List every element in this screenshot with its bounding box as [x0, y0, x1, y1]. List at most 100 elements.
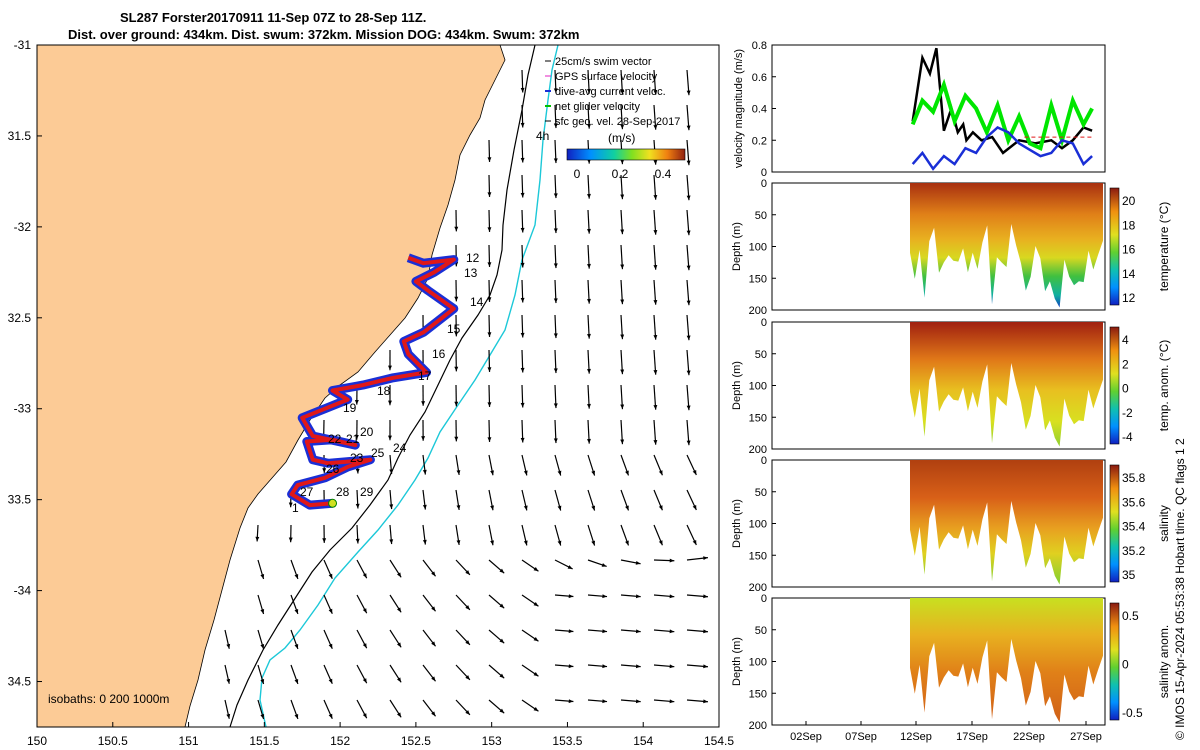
current-arrow-head — [620, 439, 625, 445]
colorbar-tick-label: 35.6 — [1122, 495, 1146, 509]
depth-tick-label: 100 — [749, 242, 767, 254]
current-arrow-head — [703, 556, 708, 561]
title-line-2: Dist. over ground: 434km. Dist. swum: 37… — [68, 27, 580, 42]
current-arrow-head — [260, 714, 265, 719]
current-arrow-head — [686, 335, 691, 341]
colorbar-tick-label: 35.2 — [1122, 544, 1146, 558]
map-ytick-label: 31.5 — [8, 129, 32, 143]
current-arrow-head — [587, 263, 591, 269]
colorbar-tick-label: 35 — [1122, 568, 1136, 582]
current-arrow-head — [294, 608, 299, 614]
current-arrow-head — [355, 468, 360, 474]
current-arrow-head — [328, 678, 333, 684]
depth-tick-label: 200 — [749, 582, 767, 594]
colorbar-tick-label: 20 — [1122, 194, 1136, 208]
current-arrow-head — [686, 125, 691, 131]
current-arrow-head — [294, 713, 299, 719]
current-arrow-head — [454, 226, 459, 232]
current-arrow-head — [587, 368, 591, 374]
current-arrow-head — [533, 566, 539, 572]
map-ytick-label: -33 — [14, 402, 32, 416]
current-arrow-head — [635, 699, 641, 704]
map-ytick-label: 33.5 — [8, 493, 32, 507]
current-arrow-head — [454, 436, 459, 442]
depth-tick-label: 100 — [749, 519, 767, 531]
map-xtick-label: 150 — [27, 734, 47, 748]
current-arrow-head — [635, 560, 641, 565]
day-label: 13 — [464, 266, 478, 280]
colorbar-tick-label: 4 — [1122, 333, 1129, 347]
colorbar-tick-label: 0 — [1122, 382, 1129, 396]
current-arrow-head — [602, 629, 608, 634]
current-arrow-head — [568, 629, 574, 634]
current-arrow-head — [553, 193, 558, 199]
current-arrow-head — [669, 699, 675, 704]
current-arrow-head — [487, 227, 492, 232]
current-arrow-head — [388, 365, 392, 371]
current-arrow-head — [553, 368, 558, 374]
glider-path — [289, 255, 456, 508]
glider-track — [287, 253, 459, 510]
date-tick-label: 12Sep — [900, 731, 932, 743]
current-arrow-head — [487, 367, 492, 372]
current-arrow-head — [520, 437, 525, 443]
current-arrow-head — [294, 678, 299, 684]
current-arrow-head — [658, 540, 663, 546]
current-arrows — [224, 69, 709, 720]
legend-gps: GPS surface velocity — [555, 71, 658, 83]
current-arrow-head — [520, 402, 525, 408]
current-arrow-head — [686, 440, 691, 446]
current-arrow-head — [553, 298, 558, 304]
depth-tick-label: 0 — [761, 178, 767, 190]
current-arrow-head — [454, 366, 459, 372]
current-arrow-head — [354, 435, 359, 440]
current-arrow-head — [354, 400, 359, 405]
colorbar-tick-label: 0 — [1122, 658, 1129, 672]
current-arrow-head — [568, 594, 574, 599]
current-arrow-head — [456, 470, 461, 475]
current-arrow-head — [587, 298, 591, 304]
current-arrow-head — [568, 699, 574, 704]
current-arrow-head — [669, 629, 675, 634]
day-label: 24 — [393, 441, 407, 455]
colorbar-tick-label: -4 — [1122, 430, 1133, 444]
map-ytick-label: 34.5 — [8, 675, 32, 689]
legend-net: net glider velocity — [555, 101, 640, 113]
colorbar-tick-0: 0 — [574, 167, 581, 181]
current-arrow-head — [260, 679, 265, 684]
current-arrow-head — [294, 573, 299, 579]
current-arrow-head — [553, 403, 558, 409]
date-tick-label: 07Sep — [845, 731, 877, 743]
map-ytick-label: -31 — [14, 38, 32, 52]
current-arrow-head — [490, 505, 494, 511]
current-arrow-head — [288, 537, 293, 543]
depth-tick-label: 200 — [749, 720, 767, 732]
current-arrow-head — [587, 88, 591, 94]
depth-tick-label: 50 — [755, 349, 767, 361]
temp_anom-cbar-label: temp. anom. (°C) — [1157, 340, 1171, 432]
current-arrow-head — [620, 124, 625, 130]
current-arrow-head — [454, 331, 459, 337]
current-arrow-head — [490, 540, 494, 546]
current-arrow-head — [625, 470, 629, 476]
current-arrow-head — [465, 640, 470, 645]
current-arrow-head — [620, 264, 625, 270]
current-arrow-head — [260, 574, 265, 579]
current-arrow-head — [620, 334, 625, 340]
current-arrow-head — [686, 300, 691, 306]
current-arrow-head — [465, 570, 470, 575]
colorbar-tick-label: 35.8 — [1122, 471, 1146, 485]
glider-position-marker — [328, 498, 338, 508]
current-arrow-head — [692, 504, 697, 510]
depth-tick-label: 150 — [749, 273, 767, 285]
current-arrow-head — [431, 711, 436, 717]
current-arrow-head — [389, 539, 394, 545]
current-arrow-head — [431, 571, 436, 577]
depth-tick-label: 150 — [749, 688, 767, 700]
map-xtick-label: 153 — [482, 734, 502, 748]
current-arrow-head — [653, 439, 658, 445]
depth-tick-label: 50 — [755, 210, 767, 222]
current-arrow-head — [520, 192, 525, 198]
current-arrow-head — [553, 88, 558, 94]
current-arrow-head — [454, 296, 459, 302]
